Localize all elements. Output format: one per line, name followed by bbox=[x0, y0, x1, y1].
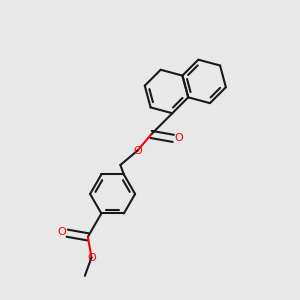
Text: O: O bbox=[133, 146, 142, 155]
Text: O: O bbox=[57, 227, 66, 237]
Text: O: O bbox=[174, 134, 183, 143]
Text: O: O bbox=[87, 253, 96, 262]
